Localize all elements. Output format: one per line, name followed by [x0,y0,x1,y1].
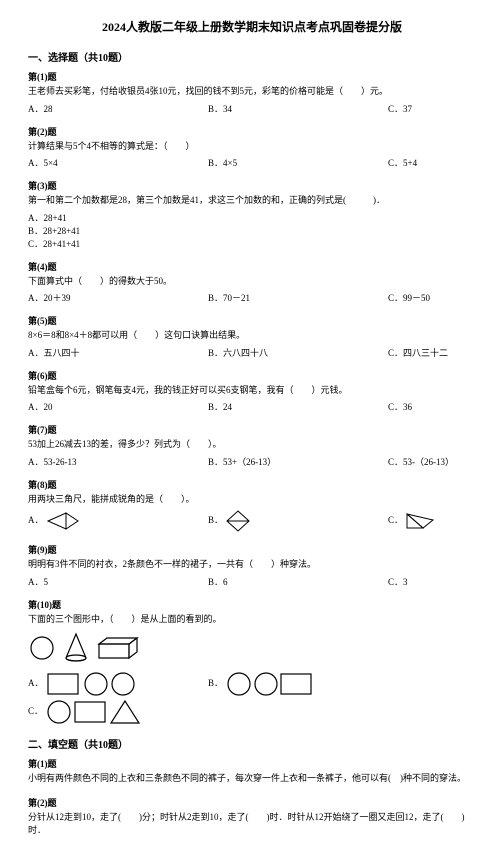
q-text: 王老师去买彩笔，付给收银员4张10元，找回的钱不到5元，彩笔的价格可能是（ ）元… [28,85,476,99]
q-label: 第(3)题 [28,179,476,192]
q-text: 下面算式中（ ）的得数大于50。 [28,275,476,289]
option-a: A． [28,670,188,698]
option-b: B．24 [208,400,368,413]
triangle-shape-icon [405,512,435,530]
q-text: 明明有3件不同的衬衣，2条颜色不一样的裙子，一共有（ ）种穿法。 [28,558,476,572]
options: A．53-26-13 B．53+（26-13） C．53-（26-13） [28,455,476,468]
question-10: 第(10)题 下面的三个图形中，（ ）是从上面的看到的。 A． B． [28,598,476,727]
question-9: 第(9)题 明明有3件不同的衬衣，2条颜色不一样的裙子，一共有（ ）种穿法。 A… [28,543,476,588]
q-text: 分针从12走到10，走了( )分；时针从2走到10，走了( )时．时针从12开始… [28,811,476,838]
page-title: 2024人教版二年级上册数学期末知识点考点巩固卷提分版 [28,18,476,35]
q-label: 第(8)题 [28,478,476,491]
question-4: 第(4)题 下面算式中（ ）的得数大于50。 A．20＋39 B．70－21 C… [28,260,476,305]
option-a: A．五八四十 [28,346,188,359]
q-text: 小明有两件颜色不同的上衣和三条颜色不同的裤子，每次穿一件上衣和一条裤子，他可以有… [28,772,476,786]
question-1: 第(1)题 王老师去买彩笔，付给收银员4张10元，找回的钱不到5元，彩笔的价格可… [28,70,476,115]
option-a: A．20 [28,400,188,413]
question-8: 第(8)题 用两块三角尺，能拼成锐角的是（ ）。 A． B． C． [28,478,476,534]
options: A． B． C． [28,670,476,726]
shapes-group-icon [225,670,315,698]
option-a: A．5 [28,575,188,588]
question-5: 第(5)题 8×6＝8和8×4＋8都可以用（ ）这句口诀算出结果。 A．五八四十… [28,314,476,359]
option-c: C． [28,698,145,726]
shapes-group-icon [46,670,136,698]
option-b: B．70－21 [208,291,368,304]
option-c: C．四八三十二 [388,346,448,359]
triangle-shape-icon [46,511,80,531]
q-label: 第(1)题 [28,757,476,770]
circle-icon [28,634,56,662]
shapes-row [28,632,476,664]
options: A．28+41 B．28+28+41 C．28+41+41 [28,211,476,250]
option-c: C． [388,512,435,530]
q-label: 第(4)题 [28,260,476,273]
option-b: B．4×5 [208,156,368,169]
question-6: 第(6)题 铅笔盒每个6元，钢笔每支4元，我的钱正好可以买6支钢笔，我有（ ）元… [28,369,476,414]
q-text: 第一和第二个加数都是28，第三个加数是41，求这三个加数的和，正确的列式是( )… [28,194,476,208]
q-label: 第(2)题 [28,125,476,138]
opt-a-label: A． [28,515,44,525]
option-c: C．99－50 [388,291,430,304]
question-2: 第(2)题 计算结果与5个4不相等的算式是：（ ） A．5×4 B．4×5 C．… [28,125,476,170]
q-text: 53加上26减去13的差，得多少？列式为（ ）。 [28,438,476,452]
option-b: B． [208,509,368,533]
diamond-shape-icon [225,509,251,533]
section-heading-2: 二、填空题（共10题） [28,736,476,751]
q-label: 第(9)题 [28,543,476,556]
option-c: C．36 [388,400,412,413]
option-c: C．5+4 [388,156,417,169]
option-b: B．53+（26-13） [208,455,368,468]
cuboid-icon [97,636,141,660]
option-c: C．3 [388,575,408,588]
option-b: B． [208,670,368,698]
option-a: A．28+41 [28,211,476,224]
option-c: C．37 [388,102,412,115]
opt-c-label: C． [388,515,403,525]
option-a: A． [28,511,188,531]
option-a: A．53-26-13 [28,455,188,468]
option-b: B．28+28+41 [28,224,476,237]
q-label: 第(1)题 [28,70,476,83]
option-b: B．6 [208,575,368,588]
option-a: A．28 [28,102,188,115]
question-3: 第(3)题 第一和第二个加数都是28，第三个加数是41，求这三个加数的和，正确的… [28,179,476,250]
q-text: 铅笔盒每个6元，钢笔每支4元，我的钱正好可以买6支钢笔，我有（ ）元钱。 [28,384,476,398]
section-heading-1: 一、选择题（共10题） [28,49,476,64]
options: A．5 B．6 C．3 [28,575,476,588]
question-7: 第(7)题 53加上26减去13的差，得多少？列式为（ ）。 A．53-26-1… [28,423,476,468]
option-a: A．20＋39 [28,291,188,304]
q-text: 下面的三个图形中，（ ）是从上面的看到的。 [28,613,476,627]
q-text: 用两块三角尺，能拼成锐角的是（ ）。 [28,493,476,507]
q-label: 第(5)题 [28,314,476,327]
shapes-group-icon [45,698,145,726]
option-c: C．53-（26-13） [388,455,454,468]
opt-b-label: B． [208,678,223,688]
options: A．5×4 B．4×5 C．5+4 [28,156,476,169]
opt-c-label: C． [28,706,43,716]
option-a: A．5×4 [28,156,188,169]
option-b: B．34 [208,102,368,115]
q-label: 第(6)题 [28,369,476,382]
q-label: 第(7)题 [28,423,476,436]
q-label: 第(10)题 [28,598,476,611]
opt-b-label: B． [208,515,223,525]
option-b: B．六八四十八 [208,346,368,359]
fill-question-2: 第(2)题 分针从12走到10，走了( )分；时针从2走到10，走了( )时．时… [28,796,476,838]
fill-question-1: 第(1)题 小明有两件颜色不同的上衣和三条颜色不同的裤子，每次穿一件上衣和一条裤… [28,757,476,786]
options: A．20 B．24 C．36 [28,400,476,413]
options: A．28 B．34 C．37 [28,102,476,115]
q-label: 第(2)题 [28,796,476,809]
opt-a-label: A． [28,678,44,688]
cone-icon [62,632,90,664]
q-text: 8×6＝8和8×4＋8都可以用（ ）这句口诀算出结果。 [28,329,476,343]
options: A． B． C． [28,509,476,533]
option-c: C．28+41+41 [28,237,476,250]
q-text: 计算结果与5个4不相等的算式是：（ ） [28,140,476,154]
options: A．20＋39 B．70－21 C．99－50 [28,291,476,304]
options: A．五八四十 B．六八四十八 C．四八三十二 [28,346,476,359]
